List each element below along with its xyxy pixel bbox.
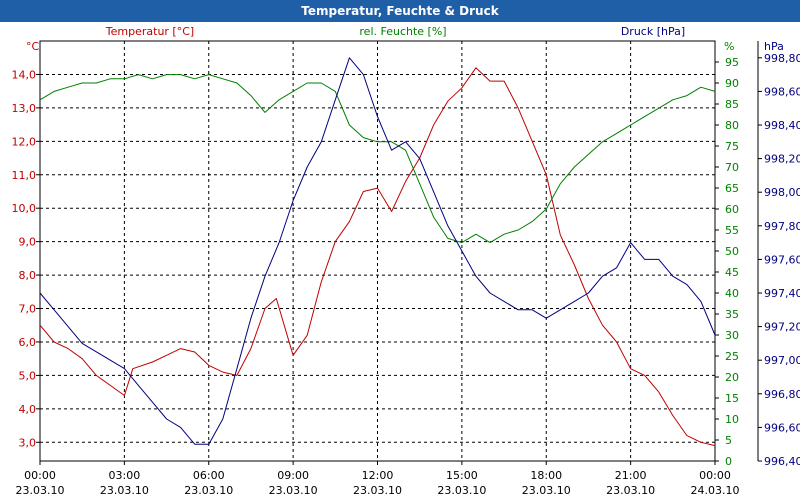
temperature-tick-label: 11,0 xyxy=(12,169,37,182)
humidity-tick-label: 65 xyxy=(725,182,739,195)
x-time-label: 03:00 xyxy=(109,469,141,482)
pressure-tick-label: 998,80 xyxy=(764,52,800,65)
x-date-label: 24.03.10 xyxy=(691,484,740,497)
temperature-tick-label: 13,0 xyxy=(12,102,37,115)
x-time-label: 12:00 xyxy=(362,469,394,482)
x-time-label: 18:00 xyxy=(530,469,562,482)
humidity-tick-label: 75 xyxy=(725,140,739,153)
x-date-label: 23.03.10 xyxy=(522,484,571,497)
x-time-label: 00:00 xyxy=(24,469,56,482)
pressure-axis-label: Druck [hPa] xyxy=(621,25,685,38)
series-humidity-line xyxy=(39,74,716,244)
humidity-tick-label: 5 xyxy=(725,434,732,447)
x-date-label: 23.03.10 xyxy=(437,484,486,497)
pressure-tick-label: 997,80 xyxy=(764,220,800,233)
chart-background xyxy=(0,22,800,500)
temperature-tick-label: 12,0 xyxy=(12,135,37,148)
x-date-label: 23.03.10 xyxy=(100,484,149,497)
humidity-tick-label: 0 xyxy=(725,455,732,468)
grid-lines xyxy=(40,41,715,461)
humidity-axis-label: rel. Feuchte [%] xyxy=(359,25,446,38)
temperature-tick-label: 10,0 xyxy=(12,202,37,215)
pressure-tick-label: 997,60 xyxy=(764,253,800,266)
series-temperature-line xyxy=(39,67,716,447)
humidity-tick-label: 45 xyxy=(725,266,739,279)
humidity-tick-label: 35 xyxy=(725,308,739,321)
humidity-tick-label: 90 xyxy=(725,77,739,90)
x-time-label: 21:00 xyxy=(615,469,647,482)
humidity-unit: % xyxy=(724,40,734,53)
x-time-label: 15:00 xyxy=(446,469,478,482)
pressure-tick-label: 998,40 xyxy=(764,119,800,132)
humidity-tick-label: 25 xyxy=(725,350,739,363)
x-date-label: 23.03.10 xyxy=(184,484,233,497)
temperature-unit: °C xyxy=(26,40,40,53)
x-time-label: 09:00 xyxy=(277,469,309,482)
pressure-tick-label: 997,40 xyxy=(764,287,800,300)
temperature-tick-label: 8,0 xyxy=(19,269,37,282)
temperature-tick-label: 3,0 xyxy=(19,436,37,449)
humidity-tick-label: 40 xyxy=(725,287,739,300)
humidity-tick-label: 60 xyxy=(725,203,739,216)
x-date-label: 23.03.10 xyxy=(353,484,402,497)
chart-title: Temperatur, Feuchte & Druck xyxy=(301,4,499,18)
humidity-tick-label: 15 xyxy=(725,392,739,405)
temperature-tick-label: 9,0 xyxy=(19,236,37,249)
humidity-tick-label: 50 xyxy=(725,245,739,258)
humidity-tick-label: 85 xyxy=(725,98,739,111)
pressure-tick-label: 998,00 xyxy=(764,186,800,199)
temperature-tick-label: 4,0 xyxy=(19,403,37,416)
series-group xyxy=(39,57,716,447)
humidity-tick-label: 80 xyxy=(725,119,739,132)
humidity-tick-label: 70 xyxy=(725,161,739,174)
humidity-tick-label: 95 xyxy=(725,56,739,69)
humidity-tick-label: 10 xyxy=(725,413,739,426)
pressure-tick-label: 996,40 xyxy=(764,455,800,468)
temperature-axis-label: Temperatur [°C] xyxy=(105,25,194,38)
pressure-tick-label: 998,20 xyxy=(764,153,800,166)
humidity-tick-label: 20 xyxy=(725,371,739,384)
pressure-tick-label: 996,80 xyxy=(764,388,800,401)
x-time-label: 06:00 xyxy=(193,469,225,482)
x-date-label: 23.03.10 xyxy=(16,484,65,497)
pressure-tick-label: 998,60 xyxy=(764,85,800,98)
temperature-tick-label: 14,0 xyxy=(12,68,37,81)
temperature-tick-label: 7,0 xyxy=(19,303,37,316)
humidity-tick-label: 55 xyxy=(725,224,739,237)
temperature-tick-label: 5,0 xyxy=(19,369,37,382)
x-time-label: 00:00 xyxy=(699,469,731,482)
pressure-tick-label: 997,20 xyxy=(764,321,800,334)
x-date-label: 23.03.10 xyxy=(269,484,318,497)
pressure-tick-label: 996,60 xyxy=(764,421,800,434)
x-date-label: 23.03.10 xyxy=(606,484,655,497)
axes-group: 3,0 4,0 5,0 6,0 7,0 8,0 9,0 10,0 11,0 12,0 13,0 14,… xyxy=(12,25,800,497)
pressure-tick-label: 997,00 xyxy=(764,354,800,367)
humidity-tick-label: 30 xyxy=(725,329,739,342)
temperature-tick-label: 6,0 xyxy=(19,336,37,349)
series-pressure-line xyxy=(39,57,716,445)
pressure-unit: hPa xyxy=(764,40,784,53)
